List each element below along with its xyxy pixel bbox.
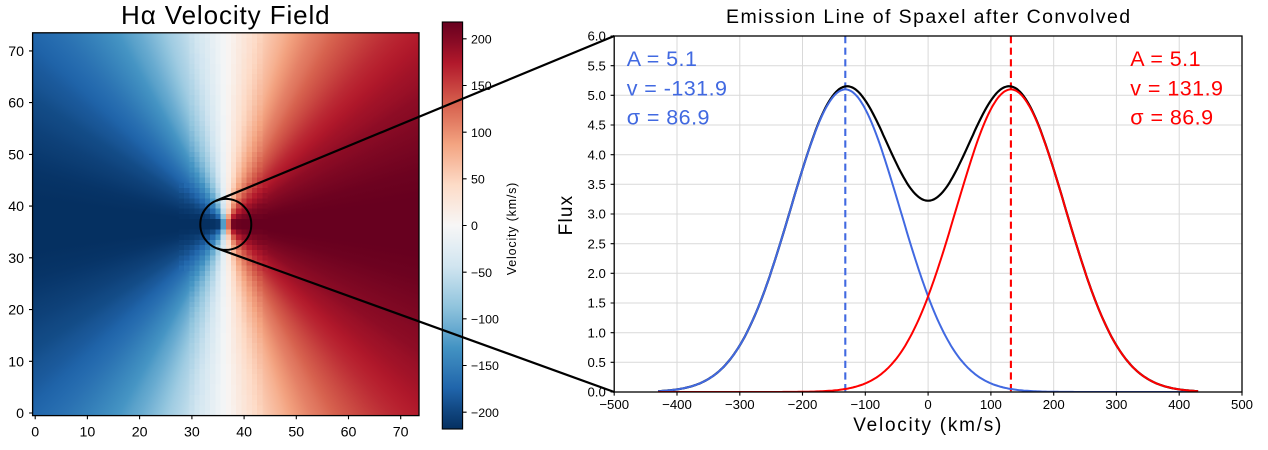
svg-text:4.5: 4.5 xyxy=(587,118,605,133)
svg-text:40: 40 xyxy=(236,425,252,441)
svg-text:−300: −300 xyxy=(725,397,755,412)
svg-text:0.5: 0.5 xyxy=(587,355,605,370)
svg-text:−200: −200 xyxy=(471,406,499,420)
svg-text:Hα Velocity Field: Hα Velocity Field xyxy=(121,0,331,30)
svg-text:200: 200 xyxy=(471,32,492,46)
svg-text:10: 10 xyxy=(80,425,96,441)
svg-text:−200: −200 xyxy=(788,397,818,412)
svg-text:500: 500 xyxy=(1231,397,1253,412)
svg-text:5.5: 5.5 xyxy=(587,58,605,73)
svg-text:−500: −500 xyxy=(599,397,629,412)
svg-text:−100: −100 xyxy=(850,397,880,412)
svg-text:30: 30 xyxy=(8,251,24,267)
svg-text:−400: −400 xyxy=(662,397,692,412)
svg-text:200: 200 xyxy=(1043,397,1065,412)
svg-text:2.0: 2.0 xyxy=(587,266,605,281)
svg-text:Emission Line of Spaxel after: Emission Line of Spaxel after Convolved xyxy=(726,6,1132,28)
svg-text:20: 20 xyxy=(8,303,24,319)
svg-text:0: 0 xyxy=(31,425,39,441)
svg-text:30: 30 xyxy=(184,425,200,441)
svg-text:20: 20 xyxy=(132,425,148,441)
svg-text:300: 300 xyxy=(1105,397,1127,412)
svg-text:0: 0 xyxy=(16,406,24,422)
svg-text:400: 400 xyxy=(1168,397,1190,412)
svg-text:1.5: 1.5 xyxy=(587,296,605,311)
svg-text:−100: −100 xyxy=(471,312,499,326)
svg-text:A = 5.1: A = 5.1 xyxy=(627,47,698,71)
svg-text:100: 100 xyxy=(471,126,492,140)
svg-text:1.0: 1.0 xyxy=(587,325,605,340)
svg-text:0: 0 xyxy=(471,219,478,233)
svg-text:60: 60 xyxy=(341,425,357,441)
svg-text:v = 131.9: v = 131.9 xyxy=(1130,76,1223,100)
svg-text:100: 100 xyxy=(980,397,1002,412)
svg-text:50: 50 xyxy=(288,425,304,441)
svg-text:70: 70 xyxy=(393,425,409,441)
svg-text:A = 5.1: A = 5.1 xyxy=(1130,47,1201,71)
svg-text:6.0: 6.0 xyxy=(587,29,605,44)
svg-text:50: 50 xyxy=(8,147,24,163)
svg-text:v = -131.9: v = -131.9 xyxy=(627,76,728,100)
svg-text:2.5: 2.5 xyxy=(587,236,605,251)
svg-text:3.5: 3.5 xyxy=(587,177,605,192)
svg-text:40: 40 xyxy=(8,199,24,215)
svg-text:5.0: 5.0 xyxy=(587,88,605,103)
svg-text:−50: −50 xyxy=(471,266,492,280)
svg-text:10: 10 xyxy=(8,354,24,370)
svg-text:3.0: 3.0 xyxy=(587,207,605,222)
svg-text:Velocity (km/s): Velocity (km/s) xyxy=(853,415,1003,436)
svg-text:σ = 86.9: σ = 86.9 xyxy=(627,106,710,130)
svg-text:4.0: 4.0 xyxy=(587,147,605,162)
svg-text:0: 0 xyxy=(924,397,931,412)
svg-text:σ = 86.9: σ = 86.9 xyxy=(1130,106,1213,130)
svg-text:50: 50 xyxy=(471,172,485,186)
svg-text:70: 70 xyxy=(8,44,24,60)
svg-text:150: 150 xyxy=(471,79,492,93)
svg-text:Velocity (km/s): Velocity (km/s) xyxy=(505,182,519,275)
svg-text:60: 60 xyxy=(8,96,24,112)
svg-text:Flux: Flux xyxy=(556,195,577,236)
svg-text:−150: −150 xyxy=(471,359,499,373)
